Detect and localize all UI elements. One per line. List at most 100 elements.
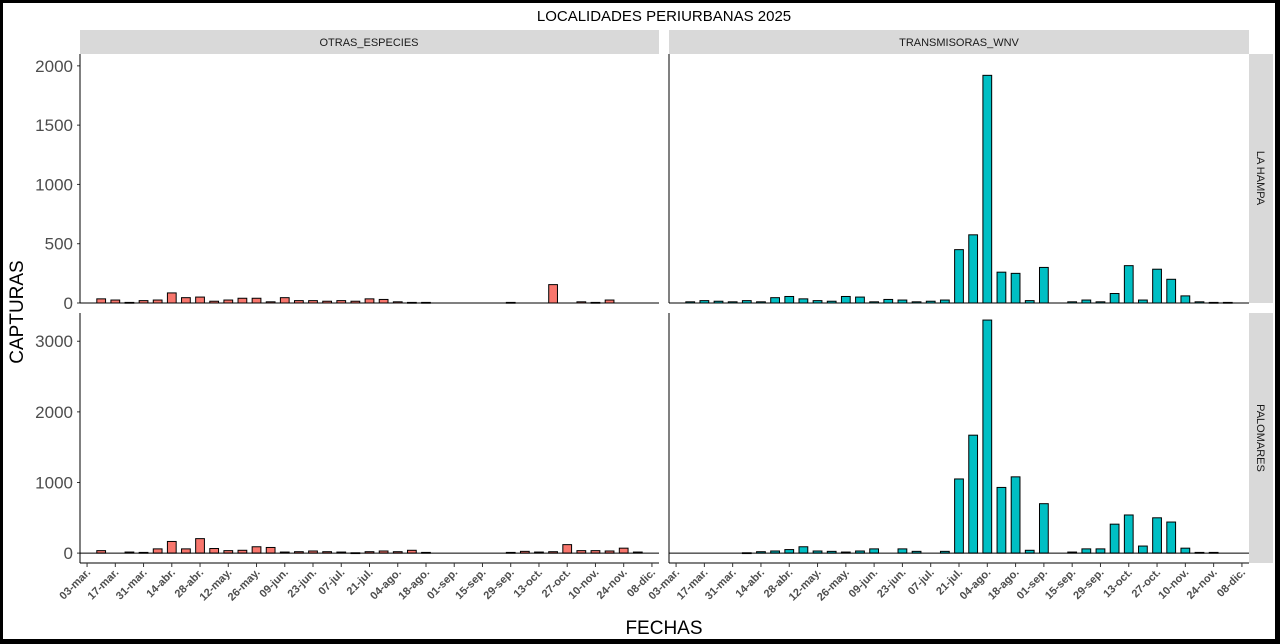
y-tick-label: 0 <box>64 294 73 313</box>
bar <box>1109 523 1120 554</box>
x-tick-label: 24-nov. <box>595 567 630 602</box>
bar <box>251 297 262 304</box>
bar <box>166 292 177 304</box>
panel-1-1: 03-mar.17-mar.31-mar.14-abr.28-abr.12-ma… <box>646 313 1249 604</box>
bar <box>1095 548 1106 554</box>
y-tick-label: 3000 <box>35 332 73 351</box>
bar <box>364 298 375 304</box>
bar <box>1152 268 1162 304</box>
x-tick-label: 15-sep. <box>453 567 488 602</box>
bar <box>1081 548 1092 554</box>
panel-0-1 <box>668 54 1249 304</box>
bar <box>237 297 248 304</box>
x-tick-label: 31-mar. <box>703 567 739 603</box>
bar <box>1180 547 1191 554</box>
bar <box>1166 521 1177 554</box>
faceted-bar-chart: LOCALIDADES PERIURBANAS 2025 FECHAS CAPT… <box>7 8 1273 639</box>
bar <box>996 486 1007 554</box>
bar <box>195 538 205 554</box>
bar <box>195 296 205 304</box>
bar <box>1010 272 1021 304</box>
bar <box>954 249 964 304</box>
x-tick-label: 14-abr. <box>144 567 178 601</box>
bar <box>152 548 163 554</box>
chart-title: LOCALIDADES PERIURBANAS 2025 <box>537 8 791 25</box>
y-axis-title: CAPTURAS <box>7 260 28 363</box>
x-tick-label: 14-abr. <box>734 567 768 601</box>
bar <box>996 271 1007 304</box>
strip-label-palomares: PALOMARES <box>1254 404 1266 472</box>
bar <box>784 549 795 554</box>
y-tick-label: 1500 <box>35 116 73 135</box>
bar <box>883 298 894 304</box>
y-tick-label: 0 <box>64 544 73 563</box>
bar <box>181 297 191 304</box>
x-tick-label: 09-jun. <box>257 567 291 601</box>
y-tick-label: 1000 <box>35 175 73 194</box>
panel-0-0 <box>79 54 659 304</box>
bar <box>1123 265 1134 304</box>
bar <box>954 478 964 554</box>
strip-column-otras: OTRAS_ESPECIES <box>80 30 659 54</box>
x-tick-label: 29-sep. <box>482 567 517 602</box>
x-tick-label: 29-sep. <box>1071 567 1106 602</box>
x-axis-title: FECHAS <box>625 618 702 639</box>
bar <box>166 540 177 554</box>
bar <box>982 319 993 554</box>
bar <box>1109 293 1120 304</box>
x-tick-label: 08-dic. <box>1215 567 1248 600</box>
panels-layer: 0500100015002000010002000300003-mar.17-m… <box>35 54 1249 604</box>
bar <box>1010 476 1021 554</box>
strip-row-palomares: PALOMARES <box>1249 313 1273 563</box>
bar <box>378 298 389 304</box>
bar <box>96 298 107 304</box>
strip-label-transmisoras: TRANSMISORAS_WNV <box>899 37 1019 49</box>
bar <box>562 544 573 554</box>
x-tick-label: 23-jun. <box>286 567 320 601</box>
x-tick-label: 01-sep. <box>425 567 460 602</box>
bar <box>1038 503 1049 554</box>
x-tick-label: 07-jul. <box>906 567 937 598</box>
strip-row-la-hampa: LA HAMPA <box>1249 54 1273 303</box>
x-tick-label: 15-sep. <box>1043 567 1078 602</box>
x-tick-label: 01-sep. <box>1015 567 1050 602</box>
bar <box>1180 295 1191 304</box>
x-tick-label: 13-oct. <box>512 567 546 601</box>
bar <box>1138 545 1148 554</box>
bar <box>1038 266 1049 304</box>
bar <box>840 295 851 304</box>
x-tick-label: 23-jun. <box>875 567 909 601</box>
bar <box>982 74 993 304</box>
x-tick-label: 31-mar. <box>114 567 150 603</box>
x-tick-label: 10-nov. <box>1156 567 1191 602</box>
bar <box>548 284 558 304</box>
x-tick-label: 18-ago. <box>986 567 1022 603</box>
bar <box>209 548 220 554</box>
x-tick-label: 07-jul. <box>316 567 347 598</box>
bar <box>784 295 795 304</box>
strip-label-otras: OTRAS_ESPECIES <box>319 37 418 49</box>
strip-column-transmisoras: TRANSMISORAS_WNV <box>669 30 1249 54</box>
panel-1-0: 03-mar.17-mar.31-mar.14-abr.28-abr.12-ma… <box>57 313 659 604</box>
bar <box>968 434 979 554</box>
bar <box>897 548 908 554</box>
bar <box>855 296 865 304</box>
x-tick-label: 18-ago. <box>396 567 432 603</box>
bar <box>798 546 809 554</box>
y-tick-label: 2000 <box>35 403 73 422</box>
bar <box>279 297 290 304</box>
y-tick-label: 1000 <box>35 473 73 492</box>
x-tick-label: 10-nov. <box>566 567 601 602</box>
bar <box>181 548 191 554</box>
bar <box>251 546 262 554</box>
bar <box>265 546 276 554</box>
bar <box>968 234 979 304</box>
bar <box>1166 278 1177 304</box>
x-tick-label: 24-nov. <box>1185 567 1220 602</box>
bar <box>798 298 809 304</box>
strip-label-la-hampa: LA HAMPA <box>1254 151 1266 206</box>
x-tick-label: 09-jun. <box>847 567 881 601</box>
y-tick-label: 2000 <box>35 57 73 76</box>
bar <box>618 547 629 554</box>
x-tick-label: 13-oct. <box>1101 567 1135 601</box>
